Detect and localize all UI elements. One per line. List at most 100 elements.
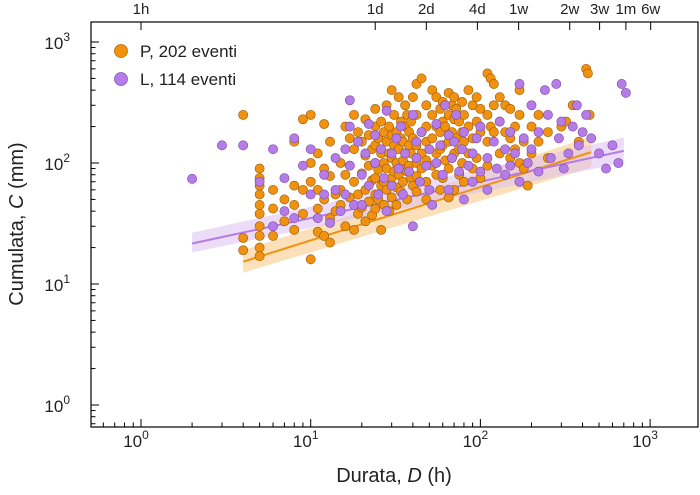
x-tick-label-base: 10 [293,432,312,451]
data-point-1-16 [325,217,335,228]
data-point-1-88 [514,176,525,187]
x-axis-title: Durata, D (h) [336,465,452,487]
data-point-1-17 [330,184,341,195]
data-point-0-227 [522,180,533,191]
data-point-1-84 [505,127,516,138]
data-point-0-2 [238,233,249,243]
y-tick-label-0: 100 [44,393,70,416]
data-point-1-48 [407,221,418,232]
data-point-1-45 [400,148,411,159]
data-point-1-3 [254,176,265,187]
data-point-0-209 [488,79,499,89]
data-point-1-2 [238,140,249,151]
data-point-1-114 [620,87,631,98]
x-axis-title-suffix: (h) [422,465,452,487]
data-point-0-76 [370,173,381,184]
top-tick-label-7: 1m [615,1,636,18]
data-point-1-38 [381,206,392,217]
data-point-1-8 [289,133,300,144]
data-point-0-31 [312,203,323,214]
data-point-1-27 [356,169,367,180]
data-point-0-24 [298,114,308,125]
y-tick-label-exp: 3 [63,30,70,44]
data-point-1-23 [344,121,355,132]
y-tick-label-base: 10 [44,276,63,295]
data-point-0-210 [488,100,499,111]
data-point-1-58 [431,158,442,168]
data-point-1-80 [491,163,502,174]
data-point-0-40 [325,237,335,248]
data-point-1-39 [386,148,397,159]
data-point-1-44 [398,189,408,200]
data-point-1-102 [563,148,574,159]
data-point-0-36 [319,230,330,241]
data-point-1-11 [305,144,316,155]
y-axis-title-suffix: (mm) [6,142,28,194]
data-point-0-23 [298,208,308,219]
data-point-1-15 [319,189,330,200]
data-point-0-25 [305,109,316,120]
data-point-1-5 [268,144,278,155]
data-point-1-14 [319,169,330,180]
data-point-1-20 [340,144,351,155]
data-point-1-41 [391,133,402,144]
legend: P, 202 eventi L, 114 eventi [114,42,237,89]
data-point-1-53 [421,160,432,171]
data-point-0-119 [400,100,411,111]
data-point-0-21 [289,224,300,235]
data-point-1-90 [522,158,533,168]
data-point-1-71 [463,160,474,171]
data-point-0-102 [389,109,399,120]
data-point-0-232 [543,127,553,138]
data-point-1-31 [363,180,374,191]
data-point-1-98 [551,79,562,89]
data-point-1-22 [344,95,355,106]
data-point-0-13 [268,184,278,195]
data-point-1-81 [494,116,505,127]
y-tick-label-exp: 1 [63,272,70,286]
data-point-1-55 [424,184,435,195]
data-point-0-144 [421,100,432,111]
y-tick-label-base: 10 [44,397,63,416]
data-point-0-212 [494,92,505,103]
data-point-1-92 [526,144,537,155]
data-point-1-101 [558,163,569,174]
data-point-1-99 [553,133,564,144]
data-point-1-87 [514,79,525,89]
data-point-0-139 [411,186,422,197]
data-point-0-0 [238,109,249,120]
data-point-1-66 [451,109,462,120]
data-point-1-83 [500,169,511,180]
top-tick-label-6: 3w [590,1,609,18]
data-point-1-40 [386,180,397,191]
data-point-1-49 [411,153,422,163]
data-point-1-60 [437,169,448,180]
data-point-1-104 [571,100,582,111]
data-point-1-24 [344,160,355,171]
data-point-0-223 [514,109,525,120]
data-point-1-108 [586,133,597,144]
data-point-0-8 [254,208,265,219]
x-tick-label-exp: 3 [651,428,658,442]
data-point-0-211 [488,127,499,138]
data-point-1-67 [454,166,465,177]
data-point-0-48 [340,221,351,232]
data-point-0-152 [427,133,438,144]
data-point-1-37 [381,105,392,116]
data-point-0-49 [344,133,355,144]
data-point-1-95 [540,85,550,96]
data-point-1-94 [533,166,544,177]
y-tick-label-base: 10 [44,155,63,174]
data-point-1-96 [543,109,553,120]
data-point-0-57 [353,189,363,200]
data-point-1-70 [459,194,469,205]
data-point-0-197 [471,92,482,103]
y-axis-title: Cumulata, C (mm) [6,142,28,305]
x-axis-title-symbol: D [407,465,421,487]
x-tick-label-base: 10 [463,432,482,451]
data-point-1-6 [279,173,290,184]
data-point-1-57 [431,119,442,129]
x-tick-label-exp: 1 [312,428,319,442]
y-axis-title-prefix: Cumulata, [6,209,28,306]
